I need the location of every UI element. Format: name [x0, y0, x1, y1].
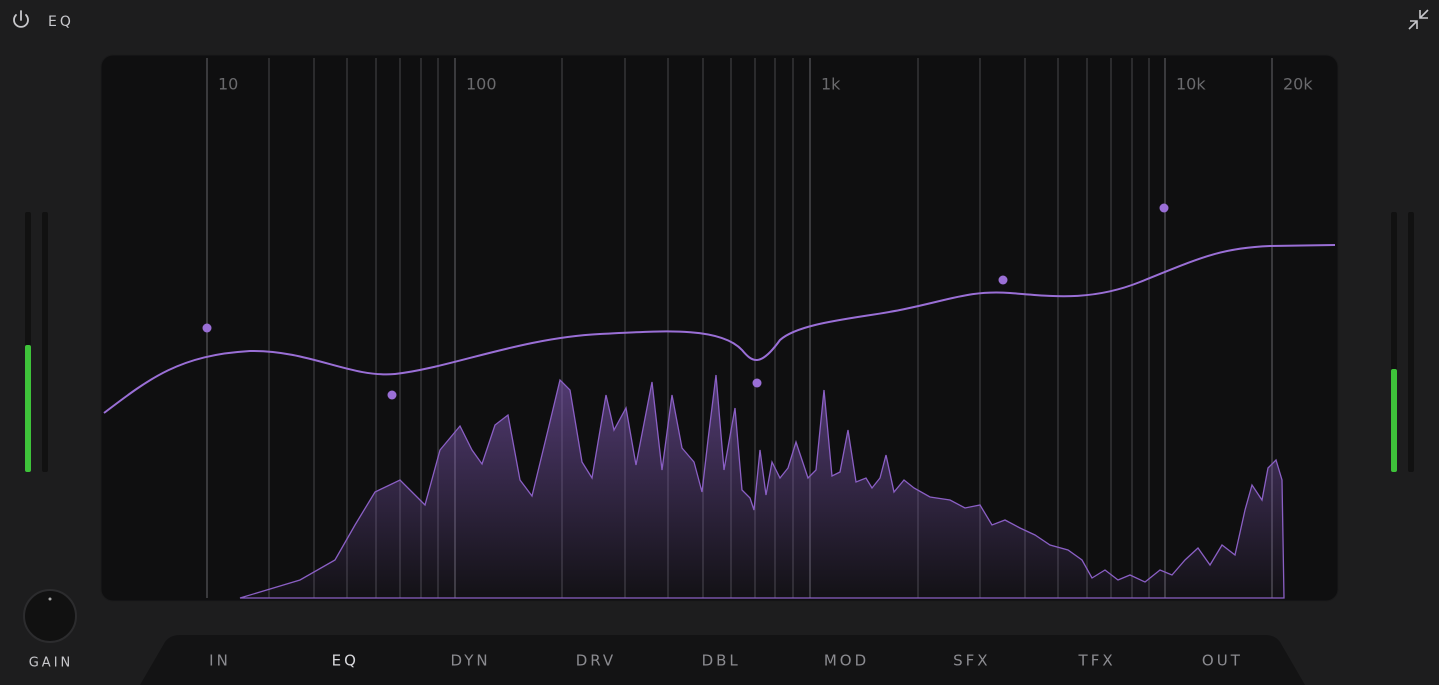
tab-bar — [140, 635, 1305, 685]
eq-display[interactable] — [100, 54, 1339, 602]
tab[interactable]: TFX — [1078, 652, 1116, 670]
band-handle[interactable] — [1159, 203, 1169, 213]
eq-band-handles — [202, 203, 1169, 400]
knob-label: GAIN — [29, 656, 74, 671]
band-handle[interactable] — [998, 275, 1008, 285]
tab[interactable]: DRV — [576, 652, 616, 670]
collapse-button[interactable] — [1408, 9, 1429, 30]
eq-curve[interactable] — [103, 244, 1336, 414]
freq-label: 100 — [466, 75, 497, 94]
input-meter — [25, 212, 48, 472]
tab[interactable]: IN — [209, 652, 231, 670]
tab[interactable]: EQ — [332, 652, 359, 670]
freq-label: 1k — [821, 75, 841, 94]
header-title: EQ — [48, 14, 74, 30]
tab[interactable]: MOD — [824, 652, 869, 670]
freq-label: 20k — [1283, 75, 1313, 94]
gain-knob[interactable] — [23, 589, 77, 643]
spectrum — [239, 374, 1285, 599]
band-handle[interactable] — [752, 378, 762, 388]
tab[interactable]: DYN — [451, 652, 491, 670]
tab[interactable]: OUT — [1202, 652, 1243, 670]
freq-label: 10 — [218, 75, 238, 94]
power-button[interactable] — [13, 10, 29, 28]
output-meter — [1391, 212, 1414, 472]
freq-label: 10k — [1176, 75, 1206, 94]
band-handle[interactable] — [202, 323, 212, 333]
band-handle[interactable] — [387, 390, 397, 400]
tab[interactable]: DBL — [702, 652, 741, 670]
tab[interactable]: SFX — [953, 652, 990, 670]
